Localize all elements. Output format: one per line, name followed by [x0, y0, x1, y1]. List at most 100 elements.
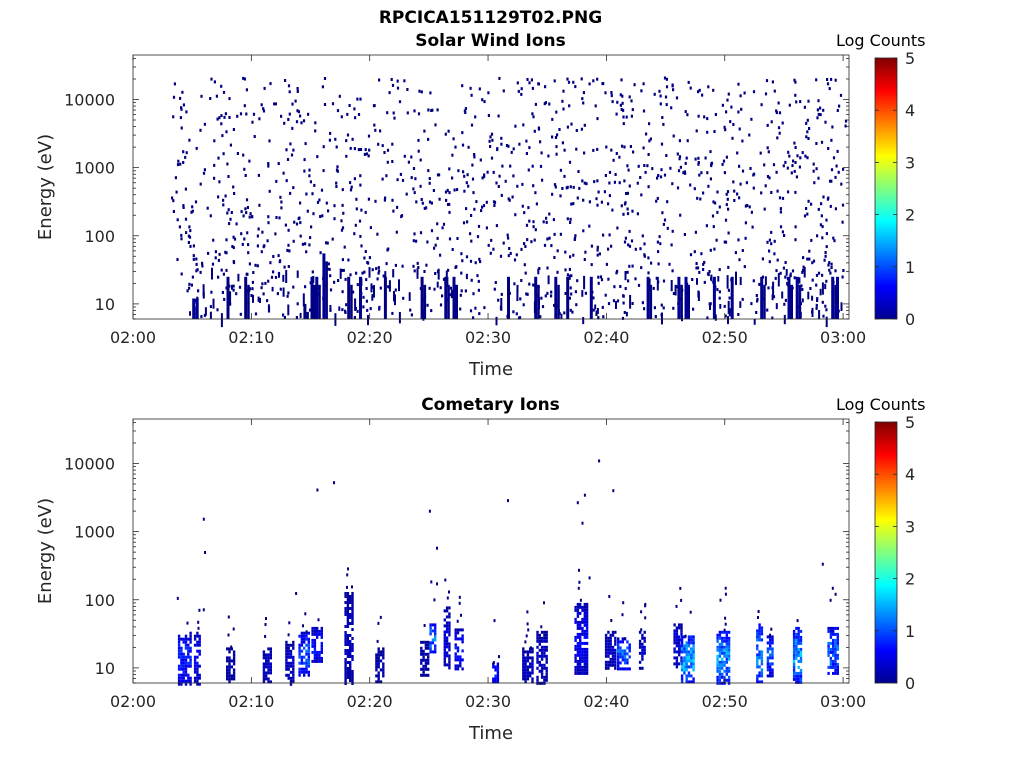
data-cell	[825, 245, 828, 249]
data-cell	[756, 299, 759, 303]
data-cell	[728, 296, 731, 300]
data-cell	[614, 639, 617, 643]
data-cell	[836, 638, 839, 642]
data-cell	[756, 656, 759, 660]
data-cell	[299, 312, 302, 319]
data-cell	[257, 173, 260, 177]
data-column	[834, 284, 837, 319]
data-cell	[349, 679, 352, 682]
data-point	[581, 521, 584, 525]
data-cell	[716, 666, 719, 670]
data-cell	[292, 664, 295, 668]
data-cell	[631, 302, 634, 305]
data-cell	[307, 664, 310, 668]
data-cell	[346, 625, 350, 628]
data-cell	[553, 256, 556, 259]
data-cell	[553, 183, 557, 187]
data-cell	[192, 254, 195, 258]
data-cell	[445, 627, 449, 631]
data-cell	[353, 147, 356, 151]
data-cell	[803, 105, 806, 109]
data-cell	[685, 647, 688, 651]
data-cell	[791, 269, 795, 273]
data-cell	[451, 176, 454, 180]
data-cell	[213, 163, 216, 167]
data-cell	[481, 98, 484, 102]
data-cell	[320, 188, 324, 192]
data-cell	[284, 79, 287, 82]
data-cell	[817, 112, 820, 116]
data-cell	[178, 225, 181, 229]
data-cell	[628, 655, 631, 659]
data-cell	[349, 640, 352, 643]
data-cell	[640, 628, 643, 632]
data-point	[428, 509, 431, 513]
data-cell	[598, 252, 601, 256]
data-cell	[612, 158, 615, 162]
data-cell	[189, 634, 192, 638]
data-cell	[307, 670, 310, 674]
data-cell	[522, 674, 525, 678]
data-cell	[592, 296, 595, 300]
data-cell	[721, 639, 724, 643]
data-cell	[262, 668, 266, 672]
data-cell	[617, 652, 620, 656]
data-cell	[621, 649, 624, 653]
data-cell	[220, 268, 223, 272]
data-cell	[583, 258, 586, 261]
data-cell	[583, 151, 586, 155]
data-cell	[177, 655, 181, 659]
data-point	[316, 488, 319, 492]
data-cell	[638, 642, 642, 646]
data-cell	[307, 646, 310, 650]
data-cell	[180, 652, 183, 656]
data-cell	[615, 301, 617, 309]
data-cell	[756, 665, 759, 669]
data-cell	[430, 309, 433, 313]
data-cell	[776, 189, 779, 193]
data-cell	[675, 629, 679, 633]
colorbar-tick-label: 4	[905, 101, 915, 120]
data-cell	[300, 649, 304, 653]
data-cell	[581, 671, 584, 675]
data-cell	[428, 181, 431, 185]
data-cell	[628, 667, 631, 671]
data-cell	[644, 170, 647, 174]
data-cell	[193, 676, 197, 680]
data-cell	[834, 175, 837, 179]
data-cell	[184, 634, 188, 638]
data-cell	[213, 176, 216, 180]
data-cell	[283, 265, 286, 269]
data-column	[306, 311, 309, 319]
data-cell	[673, 632, 676, 636]
data-cell	[258, 117, 261, 121]
data-cell	[177, 637, 181, 641]
ion-burst	[716, 586, 731, 685]
data-cell	[349, 616, 352, 619]
data-cell	[427, 658, 430, 662]
data-cell	[802, 265, 805, 269]
data-cell	[448, 590, 450, 594]
data-cell	[758, 674, 761, 678]
data-cell	[177, 664, 181, 668]
data-cell	[320, 641, 323, 645]
data-cell	[795, 632, 798, 636]
data-column	[423, 284, 427, 319]
data-cell	[564, 268, 567, 272]
data-cell	[721, 657, 724, 661]
data-column	[322, 253, 326, 319]
data-cell	[351, 649, 354, 652]
data-cell	[621, 667, 624, 671]
data-cell	[220, 84, 223, 88]
data-cell	[718, 675, 722, 679]
data-cell	[524, 662, 527, 666]
data-cell	[737, 238, 740, 242]
ion-burst	[420, 624, 430, 677]
data-cell	[647, 185, 650, 189]
data-cell	[417, 149, 420, 153]
data-column	[687, 284, 690, 319]
colorbar-tick-label: 3	[905, 153, 915, 172]
data-cell	[683, 650, 686, 654]
data-cell	[674, 284, 677, 296]
data-cell	[461, 640, 464, 644]
